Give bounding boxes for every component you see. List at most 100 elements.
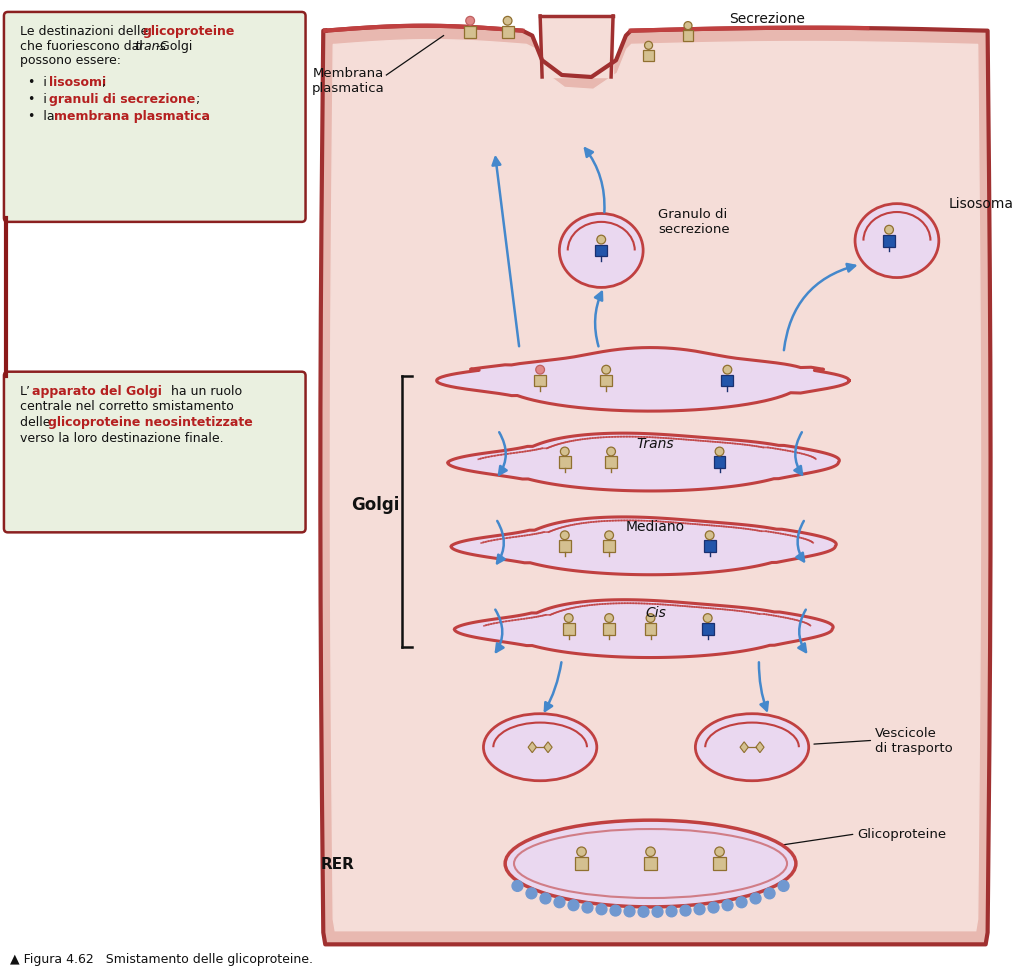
Bar — [643, 51, 654, 62]
Ellipse shape — [855, 204, 939, 278]
Circle shape — [560, 531, 569, 540]
Text: -Golgi: -Golgi — [156, 39, 194, 53]
Circle shape — [526, 888, 537, 899]
Text: Lisosoma: Lisosoma — [948, 197, 1013, 211]
Bar — [559, 457, 570, 469]
Circle shape — [577, 847, 587, 857]
Text: glicoproteine neosintetizzate: glicoproteine neosintetizzate — [48, 415, 253, 429]
Circle shape — [709, 902, 719, 913]
Circle shape — [602, 366, 610, 374]
Bar — [644, 857, 657, 871]
Circle shape — [564, 615, 573, 622]
Text: Membrana
plasmatica: Membrana plasmatica — [311, 66, 384, 95]
Polygon shape — [544, 743, 552, 753]
Circle shape — [466, 18, 474, 26]
Circle shape — [638, 907, 649, 917]
Circle shape — [778, 880, 790, 891]
Polygon shape — [321, 26, 990, 945]
Text: lisosomi: lisosomi — [49, 76, 106, 89]
Circle shape — [560, 447, 569, 456]
Text: ▲ Figura 4.62   Smistamento delle glicoproteine.: ▲ Figura 4.62 Smistamento delle glicopro… — [10, 953, 313, 965]
Polygon shape — [447, 434, 840, 491]
Bar — [595, 245, 607, 257]
Bar — [701, 623, 714, 635]
Bar — [645, 623, 656, 635]
Text: Vescicole
di trasporto: Vescicole di trasporto — [876, 727, 953, 754]
Polygon shape — [451, 518, 837, 575]
Bar — [464, 26, 476, 38]
Bar — [603, 540, 615, 553]
Circle shape — [680, 906, 691, 916]
Text: Le destinazioni delle: Le destinazioni delle — [19, 24, 152, 38]
Ellipse shape — [559, 214, 643, 288]
Polygon shape — [756, 743, 764, 753]
Circle shape — [764, 888, 775, 899]
Circle shape — [582, 902, 593, 913]
Text: verso la loro destinazione finale.: verso la loro destinazione finale. — [19, 432, 223, 445]
Text: Golgi: Golgi — [351, 495, 399, 513]
Circle shape — [540, 893, 551, 904]
Text: ;: ; — [101, 76, 105, 89]
Text: •  la: • la — [28, 109, 58, 122]
Text: glicoproteine: glicoproteine — [143, 24, 236, 38]
Ellipse shape — [505, 821, 796, 907]
Text: .: . — [203, 109, 207, 122]
Ellipse shape — [483, 714, 597, 781]
Circle shape — [703, 615, 712, 622]
Bar — [502, 26, 513, 38]
Bar — [575, 857, 588, 871]
Bar — [683, 31, 693, 42]
Text: Cis: Cis — [645, 606, 666, 619]
Bar — [703, 540, 716, 553]
Polygon shape — [455, 600, 834, 658]
Ellipse shape — [695, 714, 809, 781]
Bar — [563, 623, 574, 635]
Circle shape — [723, 366, 732, 374]
Circle shape — [610, 906, 621, 916]
Circle shape — [568, 900, 579, 911]
Text: ;: ; — [197, 93, 201, 106]
Circle shape — [694, 904, 705, 914]
Circle shape — [736, 897, 746, 908]
Bar — [535, 375, 546, 387]
Text: Trans: Trans — [637, 436, 674, 450]
FancyBboxPatch shape — [4, 372, 305, 532]
Text: possono essere:: possono essere: — [19, 55, 121, 67]
Circle shape — [722, 900, 733, 911]
Circle shape — [597, 236, 605, 244]
Circle shape — [644, 42, 652, 50]
Circle shape — [605, 531, 613, 540]
Text: RER: RER — [321, 856, 355, 871]
Circle shape — [684, 22, 692, 30]
Circle shape — [667, 906, 677, 916]
Circle shape — [751, 893, 761, 904]
Bar — [722, 375, 733, 387]
Text: Mediano: Mediano — [626, 520, 685, 533]
Text: delle: delle — [19, 415, 54, 429]
Text: •  i: • i — [28, 93, 50, 106]
Text: centrale nel corretto smistamento: centrale nel corretto smistamento — [19, 400, 233, 413]
Bar — [600, 375, 612, 387]
Circle shape — [706, 531, 714, 540]
Text: che fuoriescono dal: che fuoriescono dal — [19, 39, 146, 53]
Circle shape — [715, 447, 724, 456]
Text: •  i: • i — [28, 76, 50, 89]
Text: granuli di secrezione: granuli di secrezione — [49, 93, 196, 106]
Circle shape — [646, 615, 655, 622]
Circle shape — [512, 880, 523, 891]
Bar — [714, 457, 725, 469]
Text: Granulo di
secrezione: Granulo di secrezione — [658, 208, 730, 235]
FancyBboxPatch shape — [4, 13, 305, 223]
Text: L’: L’ — [19, 384, 31, 397]
Bar — [559, 540, 570, 553]
Circle shape — [596, 904, 607, 914]
Text: Glicoproteine: Glicoproteine — [857, 828, 946, 840]
Circle shape — [652, 907, 663, 917]
Circle shape — [885, 226, 893, 234]
Bar — [883, 235, 895, 247]
Text: membrana plasmatica: membrana plasmatica — [54, 109, 210, 122]
Circle shape — [503, 18, 512, 26]
Circle shape — [536, 366, 545, 374]
Circle shape — [554, 897, 565, 908]
Text: apparato del Golgi: apparato del Golgi — [32, 384, 162, 397]
